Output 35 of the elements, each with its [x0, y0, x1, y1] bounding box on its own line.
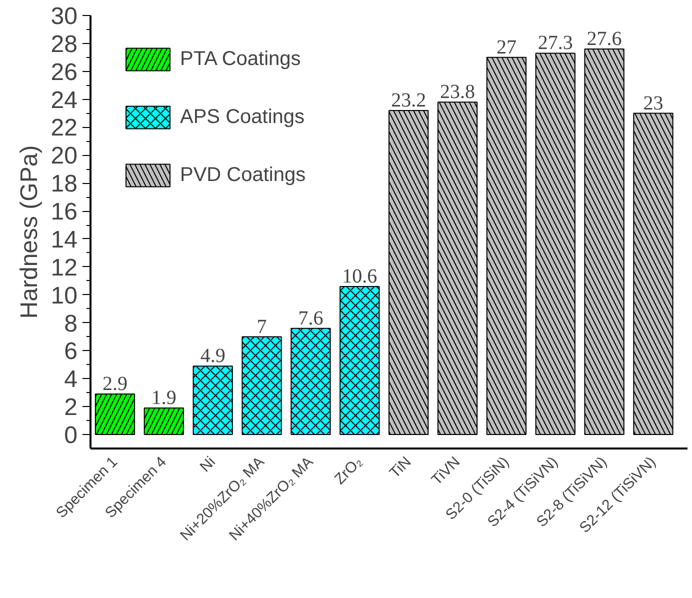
- data-label: 27.6: [586, 28, 622, 50]
- y-tick-label: 4: [64, 366, 78, 394]
- y-tick-label: 8: [64, 310, 78, 338]
- data-label: 27: [496, 36, 516, 58]
- y-tick-label: 18: [50, 170, 78, 198]
- data-label: 23.2: [391, 89, 426, 112]
- x-tick-label: ZrO₂: [331, 453, 366, 488]
- data-label: 10.6: [342, 265, 378, 288]
- y-tick-label: 28: [50, 30, 78, 58]
- y-axis-title: Hardness (GPa): [16, 145, 43, 319]
- y-tick-label: 30: [50, 3, 78, 30]
- data-label: 2.9: [102, 373, 128, 396]
- data-label: 23.8: [440, 81, 476, 104]
- y-tick-label: 16: [50, 198, 78, 226]
- y-tick-label: 12: [50, 254, 78, 282]
- y-tick-label: 22: [50, 114, 78, 142]
- legend-label: APS Coatings: [180, 106, 305, 128]
- data-label: 4.9: [200, 345, 226, 368]
- data-label: 23: [643, 92, 664, 114]
- data-label: 7: [256, 316, 267, 338]
- data-label: 1.9: [151, 386, 176, 409]
- y-tick-label: 6: [64, 338, 78, 366]
- y-tick-label: 0: [64, 422, 78, 450]
- y-tick-label: 10: [50, 282, 78, 310]
- y-tick-label: 2: [64, 394, 78, 422]
- data-label: 27.3: [538, 32, 573, 54]
- y-tick-label: 24: [50, 86, 78, 114]
- x-tick-label: TiN: [386, 453, 415, 482]
- y-tick-label: 14: [50, 226, 78, 254]
- legend-label: PVD Coatings: [180, 164, 306, 186]
- y-tick-label: 20: [50, 142, 78, 170]
- data-label: 7.6: [298, 307, 324, 330]
- legend-label: PTA Coatings: [180, 48, 301, 70]
- x-tick-label: Ni: [196, 453, 219, 476]
- y-tick-label: 26: [50, 58, 78, 86]
